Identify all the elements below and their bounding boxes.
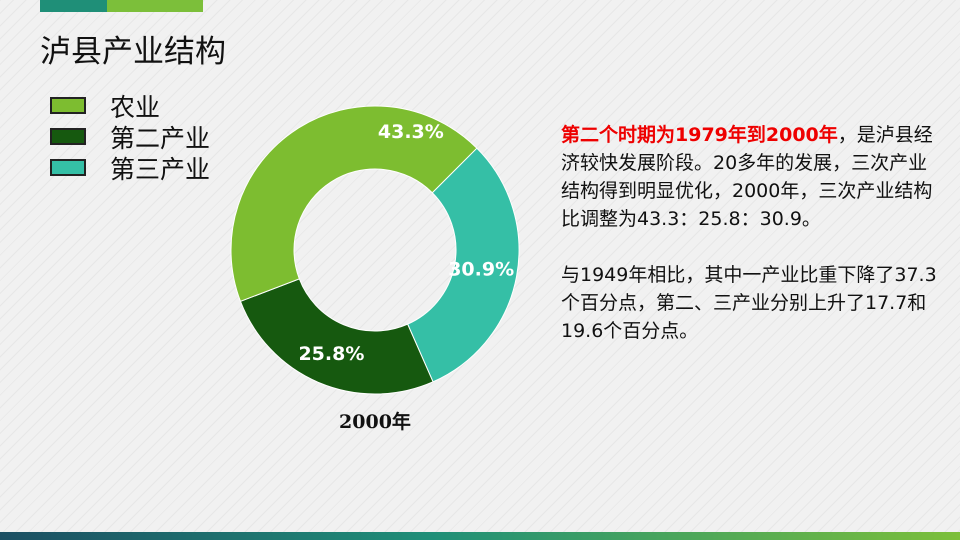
legend-item-secondary-industry: 第二产业 <box>50 121 211 153</box>
legend-label-secondary-industry: 第二产业 <box>110 123 211 153</box>
paragraph-1-body: ，是泸县经济较快发展阶段。20多年的发展，三次产业结构得到明显优化，2000年，… <box>561 124 933 230</box>
legend-swatch-secondary-industry <box>50 128 86 145</box>
slice-tertiary-industry <box>406 147 520 383</box>
legend-swatch-agriculture <box>50 97 86 114</box>
slice-label-tertiary-industry: 30.9% <box>448 258 514 280</box>
top-accent-bar-green <box>107 0 203 12</box>
description-text: 第二个时期为1979年到2000年，是泸县经济较快发展阶段。20多年的发展，三次… <box>561 121 941 345</box>
legend-swatch-tertiary-industry <box>50 159 86 176</box>
legend-item-tertiary-industry: 第三产业 <box>50 152 211 184</box>
slice-secondary-industry <box>239 278 434 395</box>
legend-label-tertiary-industry: 第三产业 <box>110 154 211 184</box>
legend-item-agriculture: 农业 <box>50 90 210 122</box>
slice-label-secondary-industry: 25.8% <box>298 343 364 365</box>
highlight-period: 第二个时期为1979年到2000年 <box>561 124 838 146</box>
paragraph-2: 与1949年相比，其中一产业比重下降了37.3个百分点，第二、三产业分别上升了1… <box>561 264 937 342</box>
paragraph-1: 第二个时期为1979年到2000年，是泸县经济较快发展阶段。20多年的发展，三次… <box>561 121 941 233</box>
page-title: 泸县产业结构 <box>40 34 226 70</box>
top-accent-bar-teal <box>40 0 107 12</box>
legend-label-agriculture: 农业 <box>110 92 161 122</box>
slice-agriculture <box>230 105 478 302</box>
slice-label-agriculture: 43.3% <box>378 121 444 143</box>
chart-title: 2000年 <box>339 411 411 433</box>
bottom-gradient-bar <box>0 532 960 540</box>
chart-legend: 农业 第二产业 第三产业 <box>50 90 211 184</box>
